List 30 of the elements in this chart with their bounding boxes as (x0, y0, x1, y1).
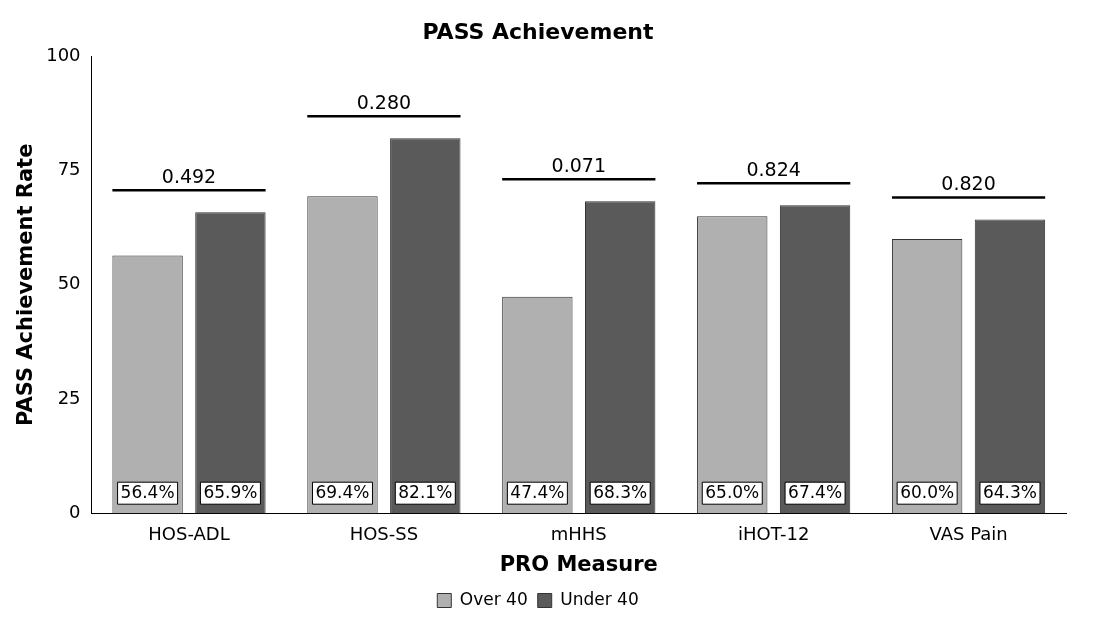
x-tick-label: VAS Pain (929, 522, 1008, 544)
data-label: 69.4% (315, 481, 370, 502)
y-tick-label: 100 (46, 44, 81, 66)
data-label: 60.0% (900, 481, 955, 502)
y-tick-label: 0 (69, 500, 81, 522)
data-label: 64.3% (982, 481, 1037, 502)
x-axis-title: PRO Measure (499, 551, 658, 576)
y-axis-title: PASS Achievement Rate (13, 143, 38, 426)
data-label: 82.1% (398, 481, 453, 502)
annotation: 0.824 (746, 157, 801, 180)
x-tick-label: HOS-ADL (148, 522, 230, 544)
annotation: 0.492 (161, 164, 217, 187)
x-tick-label: mHHS (550, 522, 607, 544)
data-label: 56.4% (120, 481, 175, 502)
x-tick-label: iHOT-12 (737, 522, 810, 544)
annotation: 0.071 (551, 153, 606, 176)
legend-label: Over 40 (459, 588, 528, 609)
y-tick-label: 50 (57, 272, 81, 294)
annotation: 0.820 (941, 171, 996, 194)
data-label: 65.9% (203, 481, 258, 502)
data-label: 68.3% (593, 481, 648, 502)
x-tick-label: HOS-SS (349, 522, 419, 544)
data-label: 65.0% (705, 481, 760, 502)
data-label: 67.4% (788, 481, 843, 502)
annotation: 0.280 (356, 90, 412, 113)
chart-title: PASS Achievement (422, 18, 654, 44)
y-tick-label: 25 (57, 386, 81, 408)
y-tick-label: 75 (57, 158, 81, 180)
data-label: 47.4% (510, 481, 565, 502)
legend-label: Under 40 (560, 588, 639, 609)
